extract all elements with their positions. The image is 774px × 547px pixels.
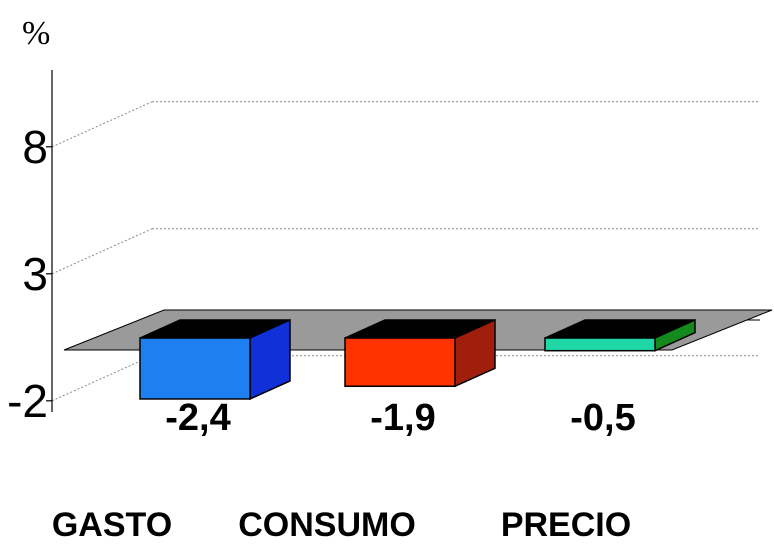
category-label-precio: PRECIO xyxy=(501,506,631,542)
gridline-diagonal xyxy=(51,101,153,148)
data-label-consumo: -1,9 xyxy=(370,397,435,439)
y-tick-label: -2 xyxy=(7,375,48,427)
y-tick-label: 8 xyxy=(22,121,48,173)
gridline-diagonal xyxy=(51,228,153,275)
data-label-gasto: -2,4 xyxy=(165,397,230,439)
category-label-consumo: CONSUMO xyxy=(238,506,416,542)
y-unit-label: % xyxy=(22,15,50,52)
bar-gasto xyxy=(139,337,251,400)
bar-consumo xyxy=(344,337,456,388)
data-label-precio: -0,5 xyxy=(570,397,635,439)
category-label-gasto: GASTO xyxy=(52,506,172,542)
y-tick-label: 3 xyxy=(22,248,48,300)
bar-precio xyxy=(544,337,656,352)
gridline-diagonal xyxy=(51,355,153,402)
